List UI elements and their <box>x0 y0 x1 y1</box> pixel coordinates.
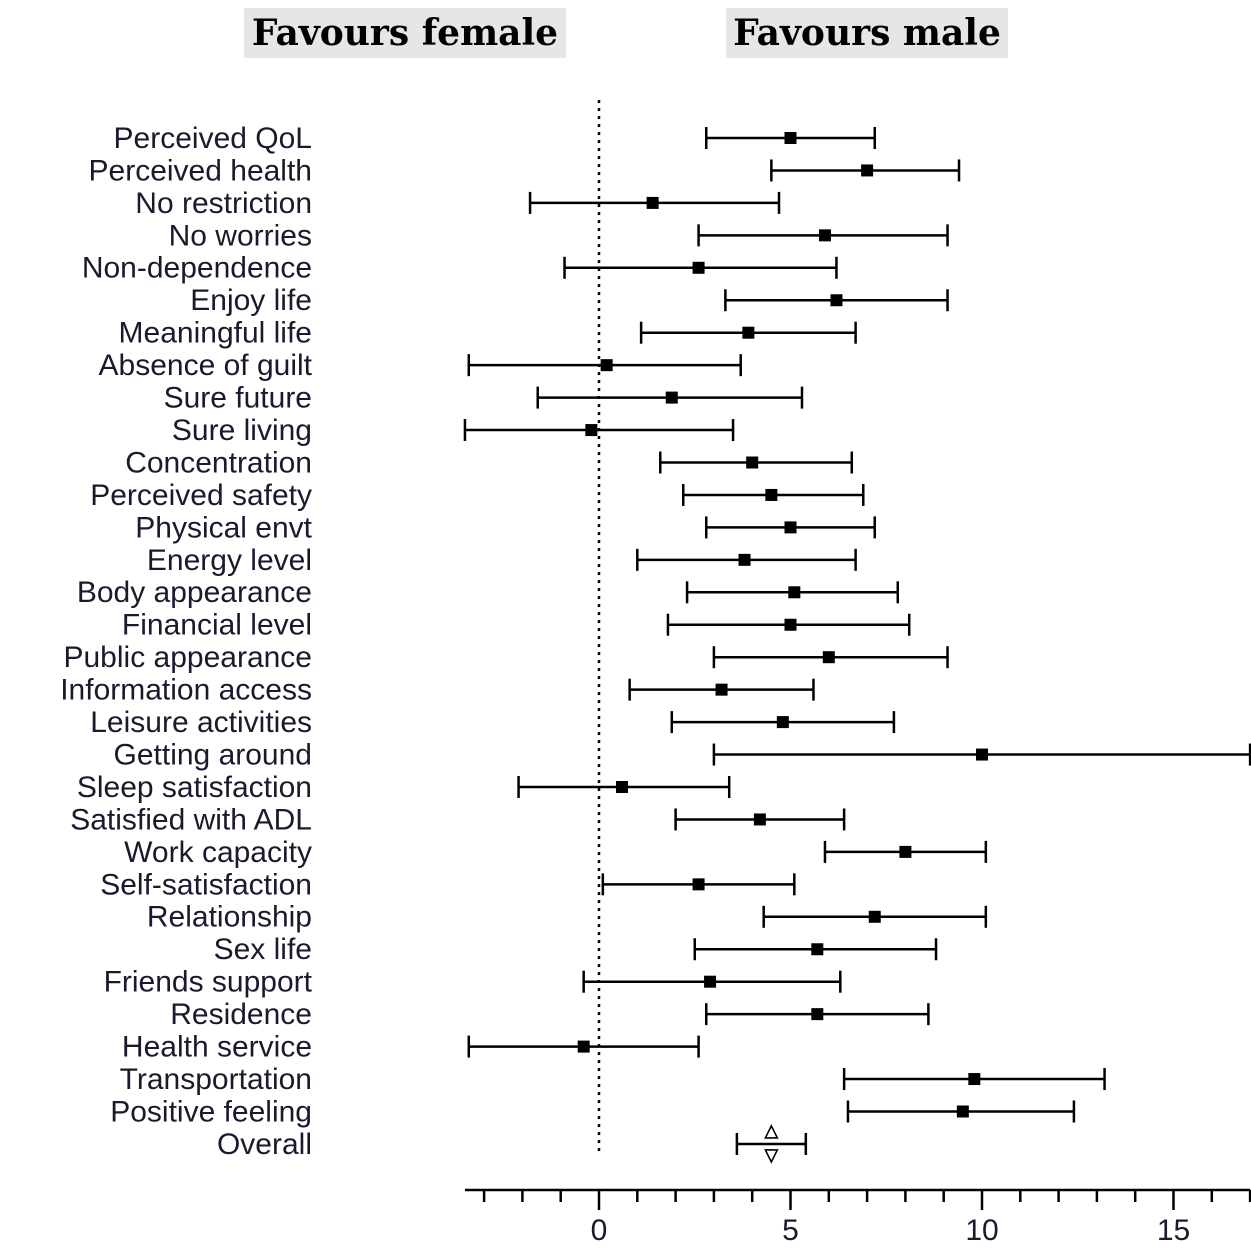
row-label-no-worries: No worries <box>169 219 312 252</box>
estimate-marker-no-worries <box>818 229 831 242</box>
row-label-physical-envt: Physical envt <box>135 511 312 544</box>
row-label-residence: Residence <box>170 998 312 1031</box>
row-label-public-appearance: Public appearance <box>63 641 312 674</box>
row-label-sure-future: Sure future <box>164 382 312 415</box>
row-label-perceived-safety: Perceived safety <box>90 479 312 512</box>
row-label-overall: Overall <box>217 1128 312 1161</box>
row-label-body-appearance: Body appearance <box>77 576 312 609</box>
estimate-marker-absence-of-guilt <box>600 359 613 372</box>
estimate-marker-sleep-satisfaction <box>615 781 628 793</box>
estimate-marker-financial-level <box>784 618 797 631</box>
row-label-meaningful-life: Meaningful life <box>119 317 312 350</box>
row-label-relationship: Relationship <box>147 901 312 934</box>
row-label-friends-support: Friends support <box>104 966 313 999</box>
estimate-marker-sure-living <box>585 424 598 437</box>
row-label-self-satisfaction: Self-satisfaction <box>100 868 312 901</box>
row-label-concentration: Concentration <box>125 446 312 479</box>
row-label-positive-feeling: Positive feeling <box>110 1095 312 1128</box>
estimate-marker-satisfied-with-adl <box>753 813 766 826</box>
estimate-marker-sure-future <box>665 391 678 404</box>
estimate-marker-perceived-health <box>861 164 874 177</box>
row-label-leisure-activities: Leisure activities <box>90 706 312 739</box>
x-tick-label: 0 <box>591 1214 608 1247</box>
row-label-work-capacity: Work capacity <box>124 836 312 869</box>
estimate-marker-friends-support <box>704 975 717 988</box>
estimate-marker-concentration <box>746 456 759 469</box>
estimate-marker-public-appearance <box>822 651 835 664</box>
estimate-marker-transportation <box>968 1073 981 1086</box>
estimate-marker-non-dependence <box>692 261 705 274</box>
row-label-transportation: Transportation <box>120 1063 312 1096</box>
x-tick-label: 10 <box>965 1214 998 1247</box>
estimate-marker-energy-level <box>738 553 751 566</box>
row-label-energy-level: Energy level <box>147 544 312 577</box>
row-label-perceived-qol: Perceived QoL <box>114 122 312 155</box>
estimate-marker-perceived-safety <box>765 488 778 501</box>
row-label-perceived-health: Perceived health <box>89 154 312 187</box>
estimate-marker-positive-feeling <box>956 1105 969 1118</box>
row-label-absence-of-guilt: Absence of guilt <box>99 349 313 382</box>
row-label-health-service: Health service <box>122 1031 312 1064</box>
row-label-enjoy-life: Enjoy life <box>190 284 312 317</box>
favours-male-header: Favours male <box>726 8 1008 58</box>
estimate-marker-residence <box>811 1008 824 1021</box>
row-label-sex-life: Sex life <box>214 933 312 966</box>
row-label-financial-level: Financial level <box>122 609 312 642</box>
estimate-marker-meaningful-life <box>742 326 755 339</box>
estimate-marker-overall <box>764 1124 779 1164</box>
estimate-marker-information-access <box>715 683 728 696</box>
x-tick-label: 5 <box>782 1214 799 1247</box>
estimate-marker-body-appearance <box>788 586 801 599</box>
favours-female-header: Favours female <box>244 8 566 58</box>
estimate-marker-health-service <box>577 1040 590 1053</box>
estimate-marker-enjoy-life <box>830 294 843 307</box>
estimate-marker-physical-envt <box>784 521 797 534</box>
estimate-marker-work-capacity <box>899 845 912 858</box>
estimate-marker-self-satisfaction <box>692 878 705 891</box>
estimate-marker-leisure-activities <box>776 716 789 729</box>
estimate-marker-perceived-qol <box>784 132 797 144</box>
estimate-marker-sex-life <box>811 943 824 956</box>
row-label-sleep-satisfaction: Sleep satisfaction <box>77 771 312 804</box>
row-label-no-restriction: No restriction <box>135 187 312 220</box>
estimate-marker-no-restriction <box>646 196 659 209</box>
row-label-non-dependence: Non-dependence <box>82 252 312 285</box>
row-label-getting-around: Getting around <box>114 738 312 771</box>
x-tick-label: 15 <box>1157 1214 1190 1247</box>
estimate-marker-relationship <box>868 910 881 923</box>
row-label-information-access: Information access <box>60 674 312 707</box>
row-label-sure-living: Sure living <box>172 414 312 447</box>
row-label-satisfied-with-adl: Satisfied with ADL <box>70 803 312 836</box>
estimate-marker-getting-around <box>976 748 988 761</box>
